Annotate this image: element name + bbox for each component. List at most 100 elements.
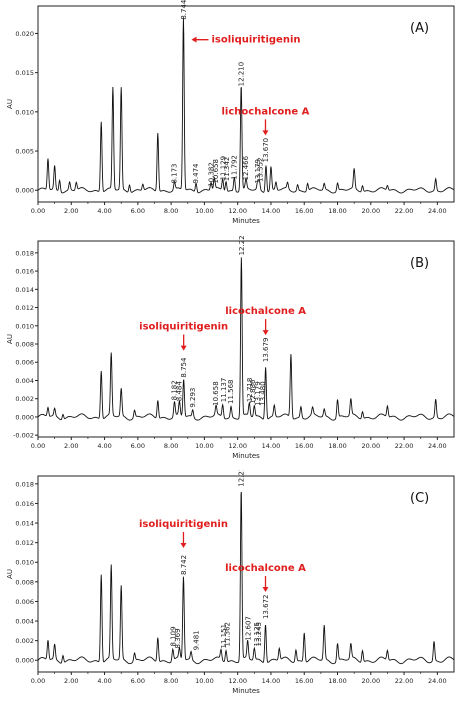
x-tick-label: 24.00 — [428, 442, 447, 450]
peak-rt-label: 13.672 — [262, 595, 270, 620]
x-tick-label: 14.00 — [262, 207, 281, 215]
x-tick-label: 12.00 — [228, 207, 247, 215]
panel-label: (C) — [410, 491, 429, 506]
x-tick-label: 14.00 — [262, 677, 281, 685]
annotation-label: licochalcone A — [225, 306, 306, 317]
x-tick-label: 10.00 — [195, 207, 214, 215]
peak-rt-label: 9.481 — [192, 630, 200, 650]
annotation-label: isoliquiritigenin — [139, 519, 228, 530]
y-tick-label: 0.014 — [15, 520, 34, 528]
x-tick-label: 4.00 — [97, 677, 111, 685]
peak-rt-label: 12.221 — [238, 235, 246, 255]
chart-svg: -0.002 0.000 0.002 0.004 0.006 0.008 0.010 0.01… — [6, 235, 455, 460]
peak-rt-label: 10.382 — [207, 162, 215, 187]
peak-rt-label: 9.474 — [192, 163, 200, 184]
annotation-label: licochalcone A — [225, 563, 306, 574]
x-tick-label: 2.00 — [64, 207, 78, 215]
peak-rt-label: 13.679 — [262, 338, 270, 363]
chromatogram-trace — [37, 17, 455, 194]
y-axis-label: AU — [6, 334, 14, 344]
x-tick-label: 6.00 — [131, 207, 145, 215]
y-tick-label: 0.010 — [15, 322, 34, 330]
peak-rt-label: 8.744 — [180, 0, 188, 20]
y-axis-label: AU — [6, 569, 14, 579]
x-tick-label: 6.00 — [131, 442, 145, 450]
x-axis-label: Minutes — [232, 217, 260, 225]
peak-rt-label: 9.293 — [189, 388, 197, 408]
chart-svg: 0.000 0.005 0.010 0.015 0.020 0.00 2.00 4.00 6.0… — [6, 0, 455, 225]
peak-rt-label: 13.125 — [253, 622, 261, 647]
y-tick-label: 0.000 — [15, 657, 34, 665]
chromatogram-panel-b: -0.002 0.000 0.002 0.004 0.006 0.008 0.010 0.01… — [0, 235, 468, 469]
y-tick-label: 0.002 — [15, 637, 34, 645]
x-tick-label: 8.00 — [164, 677, 178, 685]
y-tick-label: 0.010 — [15, 108, 34, 116]
peak-rt-label: 8.742 — [180, 555, 188, 575]
y-tick-label: 0.000 — [15, 187, 34, 195]
peak-rt-label: 13.179 — [254, 381, 262, 406]
x-tick-label: 16.00 — [295, 677, 314, 685]
panel-label: (A) — [410, 21, 429, 36]
chart-svg: 0.000 0.002 0.004 0.006 0.008 0.010 0.012 0.014… — [6, 470, 455, 695]
chromatogram-trace — [37, 491, 455, 665]
x-tick-label: 22.00 — [395, 207, 414, 215]
x-tick-label: 14.00 — [262, 442, 281, 450]
peak-rt-label: 10.658 — [212, 381, 220, 406]
x-tick-label: 0.00 — [31, 677, 45, 685]
x-tick-label: 6.00 — [131, 677, 145, 685]
x-tick-label: 8.00 — [164, 442, 178, 450]
x-axis-label: Minutes — [232, 687, 260, 695]
y-tick-label: 0.010 — [15, 559, 34, 567]
annotation-label: isoliquiritigenin — [139, 322, 228, 333]
y-tick-label: 0.008 — [15, 341, 34, 349]
y-tick-label: -0.002 — [13, 432, 34, 440]
peak-rt-label: 12.210 — [238, 62, 246, 86]
y-tick-label: 0.006 — [15, 359, 34, 367]
x-tick-label: 20.00 — [361, 677, 380, 685]
peak-rt-label: 11.129 — [220, 156, 228, 181]
peak-rt-label: 13.245 — [255, 622, 263, 647]
peak-rt-label: 11.151 — [220, 624, 228, 649]
annotation-arrowhead — [262, 587, 269, 593]
y-tick-label: 0.016 — [15, 268, 34, 276]
y-tick-label: 0.004 — [15, 618, 34, 626]
peak-rt-label: 12.718 — [246, 378, 254, 403]
peak-rt-label: 8.484 — [176, 381, 184, 402]
x-axis-label: Minutes — [232, 452, 260, 460]
y-tick-label: 0.002 — [15, 395, 34, 403]
y-tick-label: 0.012 — [15, 539, 34, 547]
y-tick-label: 0.020 — [15, 30, 34, 38]
y-tick-label: 0.018 — [15, 249, 34, 257]
peak-rt-label: 8.182 — [171, 380, 179, 400]
x-tick-label: 0.00 — [31, 442, 45, 450]
x-tick-label: 10.00 — [195, 442, 214, 450]
x-tick-label: 20.00 — [361, 442, 380, 450]
plot-frame — [37, 475, 455, 673]
x-tick-label: 18.00 — [328, 442, 347, 450]
y-tick-label: 0.015 — [15, 69, 34, 77]
x-tick-label: 4.00 — [97, 442, 111, 450]
peak-rt-label: 12.607 — [244, 616, 252, 641]
y-tick-label: 0.014 — [15, 286, 34, 294]
peak-rt-label: 13.179 — [254, 159, 262, 184]
y-tick-label: 0.000 — [15, 413, 34, 421]
x-tick-label: 16.00 — [295, 207, 314, 215]
peak-rt-label: 11.342 — [223, 157, 231, 182]
peak-rt-label: 12.211 — [238, 470, 246, 487]
annotation-arrowhead — [262, 330, 269, 336]
y-tick-label: 0.006 — [15, 598, 34, 606]
x-tick-label: 8.00 — [164, 207, 178, 215]
y-tick-label: 0.008 — [15, 578, 34, 586]
y-tick-label: 0.018 — [15, 480, 34, 488]
peak-rt-label: 12.886 — [249, 379, 257, 404]
peak-rt-label: 10.658 — [212, 159, 220, 184]
annotation-arrowhead — [180, 542, 187, 548]
peak-rt-label: 11.137 — [220, 378, 228, 403]
x-tick-label: 18.00 — [328, 207, 347, 215]
peak-rt-label: 13.670 — [262, 138, 270, 163]
x-tick-label: 12.00 — [228, 677, 247, 685]
chromatogram-panel-a: 0.000 0.005 0.010 0.015 0.020 0.00 2.00 4.00 6.0… — [0, 0, 468, 234]
y-tick-label: 0.005 — [15, 148, 34, 156]
annotation-label: isoliquiritigenin — [212, 35, 301, 46]
peak-rt-label: 11.568 — [227, 380, 235, 405]
